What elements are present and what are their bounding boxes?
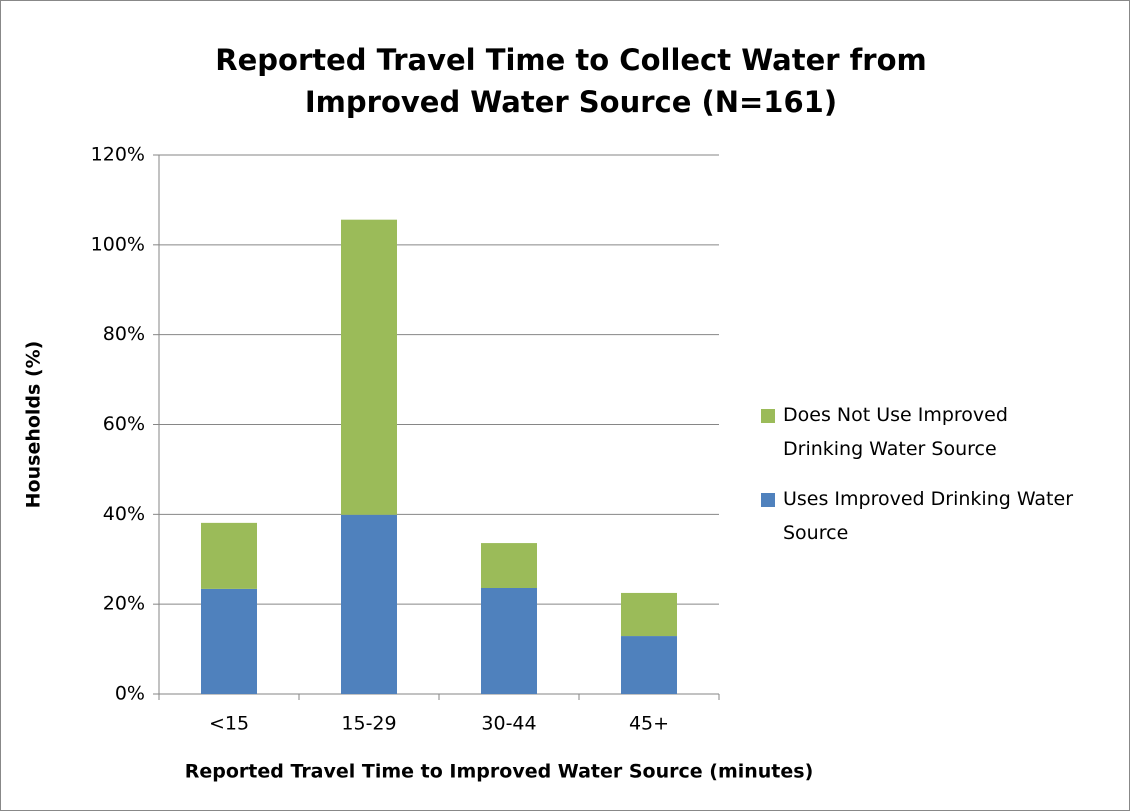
bar-segment [481, 543, 537, 588]
legend-entry: Uses Improved Drinking Water Source [761, 482, 1083, 550]
legend-label: Uses Improved Drinking Water Source [783, 488, 1074, 544]
bar-segment [341, 219, 397, 515]
bar-segment [481, 587, 537, 694]
y-tick-label: 60% [103, 413, 145, 435]
legend-label: Does Not Use Improved Drinking Water Sou… [783, 404, 1008, 460]
bar-segment [621, 636, 677, 694]
bar-segment [341, 514, 397, 694]
bar-segment [201, 522, 257, 589]
y-tick-label: 80% [103, 323, 145, 345]
x-tick-label: 30-44 [481, 713, 536, 735]
chart-title: Reported Travel Time to Collect Water fr… [215, 43, 927, 119]
y-tick-label: 120% [91, 144, 145, 166]
y-axis-title: Households (%) [23, 341, 45, 509]
bar-segment [201, 588, 257, 694]
y-tick-label: 20% [103, 593, 145, 615]
legend-entry: Does Not Use Improved Drinking Water Sou… [761, 398, 1083, 466]
legend-swatch [761, 409, 775, 423]
x-tick-label: 15-29 [341, 713, 396, 735]
y-tick-label: 100% [91, 233, 145, 255]
y-tick-label: 0% [115, 683, 145, 705]
legend-swatch [761, 493, 775, 507]
y-tick-label: 40% [103, 503, 145, 525]
x-axis-title: Reported Travel Time to Improved Water S… [185, 761, 814, 783]
x-tick-label: <15 [209, 713, 249, 735]
bar-segment [621, 592, 677, 637]
x-tick-label: 45+ [629, 713, 669, 735]
